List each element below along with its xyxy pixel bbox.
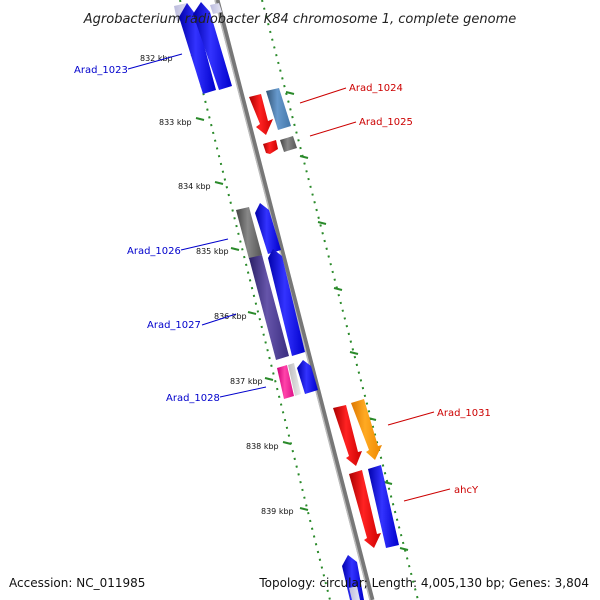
gene-arad-1024[interactable] xyxy=(249,94,273,135)
gene-arad-1026-partner[interactable] xyxy=(255,203,281,254)
kbp-tick-label: 834 kbp xyxy=(178,182,211,191)
gene-fragment-bottom-pale[interactable] xyxy=(349,586,360,600)
gene-fragment[interactable] xyxy=(210,3,222,14)
gene-arad-1025[interactable] xyxy=(263,140,278,154)
kbp-tick: 835 kbp xyxy=(196,247,240,256)
kbp-tick: 838 kbp xyxy=(246,441,292,451)
gene-arad-1028-partner[interactable] xyxy=(297,360,318,394)
label-connectors xyxy=(127,53,451,502)
kbp-tick-label: 839 kbp xyxy=(261,507,294,516)
gene-label-arad-1026[interactable]: Arad_1026 xyxy=(127,246,181,257)
gene-label-arad-1025[interactable]: Arad_1025 xyxy=(359,117,413,128)
gene-label-arad-1024[interactable]: Arad_1024 xyxy=(349,83,403,94)
kbp-tick-label: 838 kbp xyxy=(246,442,279,451)
chromosome-backbone xyxy=(214,0,375,600)
outer-tick-marks xyxy=(285,91,409,551)
kbp-tick: 833 kbp xyxy=(159,117,205,127)
gene-arad-1031-partner[interactable] xyxy=(351,399,382,460)
gene-arad-1028-light[interactable] xyxy=(288,363,301,396)
gene-labels: Arad_1023 Arad_1024 Arad_1025 Arad_1026 … xyxy=(74,65,491,496)
gene-features xyxy=(174,2,399,600)
gene-arad-1023-b[interactable] xyxy=(193,2,232,90)
gene-arad-1027-partner[interactable] xyxy=(268,249,305,356)
kbp-tick-label: 832 kbp xyxy=(140,54,173,63)
gene-fragment-bottom[interactable] xyxy=(342,555,364,600)
gene-arad-1031[interactable] xyxy=(333,405,362,466)
gene-arad-1025-partner[interactable] xyxy=(280,136,297,152)
map-title: Agrobacterium radiobacter K84 chromosome… xyxy=(83,12,516,27)
gene-label-arad-1028[interactable]: Arad_1028 xyxy=(166,393,220,404)
kbp-tick: 837 kbp xyxy=(230,377,274,386)
gene-label-arad-1023[interactable]: Arad_1023 xyxy=(74,65,128,76)
gene-ahcy[interactable] xyxy=(349,470,381,548)
gene-label-arad-1027[interactable]: Arad_1027 xyxy=(147,320,201,331)
accession-text: Accession: NC_011985 xyxy=(9,576,145,590)
gene-arad-1027[interactable] xyxy=(249,255,289,360)
gene-arad-1023-a[interactable] xyxy=(179,3,216,94)
gene-label-ahcy[interactable]: ahcY xyxy=(454,485,479,496)
kbp-tick-label: 833 kbp xyxy=(159,118,192,127)
genome-summary-text: Topology: circular; Length: 4,005,130 bp… xyxy=(258,576,589,590)
kbp-tick: 836 kbp xyxy=(214,311,257,321)
gene-arad-1024-partner[interactable] xyxy=(266,88,291,130)
gene-label-arad-1031[interactable]: Arad_1031 xyxy=(437,408,491,419)
gene-arad-1026[interactable] xyxy=(236,207,262,259)
kbp-tick: 834 kbp xyxy=(178,181,224,191)
kbp-tick: 839 kbp xyxy=(261,507,309,516)
kbp-tick-label: 835 kbp xyxy=(196,247,229,256)
kbp-tick-label: 837 kbp xyxy=(230,377,263,386)
kbp-tick-label: 836 kbp xyxy=(214,312,247,321)
gene-arad-1028[interactable] xyxy=(277,365,294,399)
kbp-tick: 832 kbp xyxy=(140,54,200,63)
gene-ahcy-partner[interactable] xyxy=(368,465,399,548)
